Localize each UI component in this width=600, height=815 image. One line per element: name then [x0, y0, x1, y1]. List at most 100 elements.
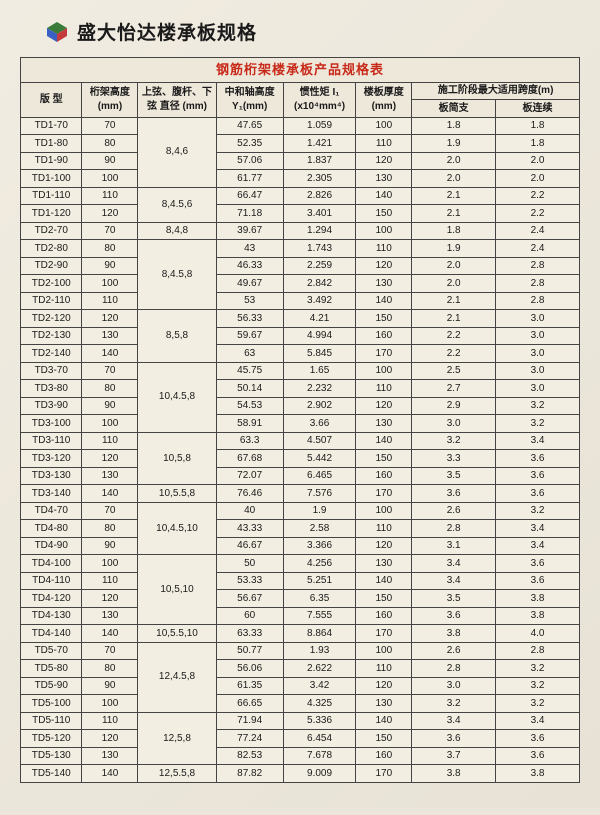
cell-i: 2.622	[283, 660, 356, 678]
cell-s1: 2.0	[412, 257, 496, 275]
cell-h: 140	[82, 485, 138, 503]
cell-i: 1.9	[283, 502, 356, 520]
cell-h: 80	[82, 660, 138, 678]
cell-h: 140	[82, 765, 138, 783]
cell-dia: 10,5,8	[138, 432, 216, 485]
cell-model: TD1-90	[21, 152, 82, 170]
cell-h: 70	[82, 117, 138, 135]
cell-y: 39.67	[216, 222, 283, 240]
table-row: TD5-12012077.246.4541503.63.6	[21, 730, 580, 748]
cell-y: 77.24	[216, 730, 283, 748]
table-row: TD1-808052.351.4211101.91.8	[21, 135, 580, 153]
cell-s2: 3.6	[496, 450, 580, 468]
cell-model: TD3-110	[21, 432, 82, 450]
cell-s1: 3.2	[412, 432, 496, 450]
cell-dia: 10,5,10	[138, 555, 216, 625]
cell-i: 2.58	[283, 520, 356, 538]
page: 盛大怡达楼承板规格 钢筋桁架楼承板产品规格表 版 型 桁架高度 (mm) 上弦、…	[0, 0, 600, 808]
cell-y: 61.35	[216, 677, 283, 695]
cell-y: 59.67	[216, 327, 283, 345]
cell-thk: 160	[356, 747, 412, 765]
table-row: TD4-909046.673.3661203.13.4	[21, 537, 580, 555]
cell-y: 43	[216, 240, 283, 258]
cell-s1: 3.4	[412, 712, 496, 730]
cell-s2: 3.4	[496, 432, 580, 450]
cell-s1: 3.0	[412, 415, 496, 433]
cell-s1: 1.9	[412, 240, 496, 258]
cell-s2: 4.0	[496, 625, 580, 643]
cell-s2: 2.4	[496, 222, 580, 240]
cell-y: 50.14	[216, 380, 283, 398]
th-slab-thk: 楼板厚度 (mm)	[356, 82, 412, 117]
cell-y: 53.33	[216, 572, 283, 590]
cell-s1: 1.8	[412, 222, 496, 240]
cell-model: TD5-70	[21, 642, 82, 660]
table-body: TD1-70708,4,647.651.0591001.81.8TD1-8080…	[21, 117, 580, 782]
cell-model: TD4-70	[21, 502, 82, 520]
cell-model: TD2-80	[21, 240, 82, 258]
table-row: TD4-14014010,5.5,1063.338.8641703.84.0	[21, 625, 580, 643]
cell-model: TD3-130	[21, 467, 82, 485]
cell-dia: 10,4.5,8	[138, 362, 216, 432]
cell-thk: 130	[356, 415, 412, 433]
cell-h: 120	[82, 730, 138, 748]
logo-icon	[45, 20, 69, 44]
cell-s2: 2.8	[496, 292, 580, 310]
cell-model: TD2-110	[21, 292, 82, 310]
cell-dia: 8,4,6	[138, 117, 216, 187]
cell-s2: 2.2	[496, 205, 580, 223]
cell-thk: 150	[356, 730, 412, 748]
cell-y: 57.06	[216, 152, 283, 170]
cell-thk: 130	[356, 275, 412, 293]
cell-h: 120	[82, 590, 138, 608]
table-caption: 钢筋桁架楼承板产品规格表	[21, 58, 580, 83]
table-row: TD3-13013072.076.4651603.53.6	[21, 467, 580, 485]
cell-h: 130	[82, 327, 138, 345]
cell-s2: 3.6	[496, 572, 580, 590]
cell-s2: 3.0	[496, 345, 580, 363]
cell-model: TD2-90	[21, 257, 82, 275]
cell-s1: 2.1	[412, 205, 496, 223]
cell-s1: 2.0	[412, 275, 496, 293]
cell-y: 46.67	[216, 537, 283, 555]
cell-model: TD4-110	[21, 572, 82, 590]
cell-i: 2.305	[283, 170, 356, 188]
cell-model: TD4-140	[21, 625, 82, 643]
cell-thk: 170	[356, 485, 412, 503]
cell-thk: 160	[356, 327, 412, 345]
cell-i: 7.678	[283, 747, 356, 765]
cell-i: 2.259	[283, 257, 356, 275]
cell-i: 2.232	[283, 380, 356, 398]
cell-y: 66.65	[216, 695, 283, 713]
cell-s1: 2.9	[412, 397, 496, 415]
cell-s1: 1.9	[412, 135, 496, 153]
cell-s2: 2.2	[496, 187, 580, 205]
cell-dia: 12,5.5,8	[138, 765, 216, 783]
cell-y: 49.67	[216, 275, 283, 293]
cell-h: 100	[82, 415, 138, 433]
cell-model: TD3-90	[21, 397, 82, 415]
table-row: TD5-11011012,5,871.945.3361403.43.4	[21, 712, 580, 730]
cell-y: 50	[216, 555, 283, 573]
cell-s2: 2.8	[496, 275, 580, 293]
cell-y: 54.53	[216, 397, 283, 415]
cell-y: 76.46	[216, 485, 283, 503]
cell-y: 56.67	[216, 590, 283, 608]
cell-i: 9.009	[283, 765, 356, 783]
cell-model: TD3-80	[21, 380, 82, 398]
cell-s2: 2.4	[496, 240, 580, 258]
cell-thk: 130	[356, 555, 412, 573]
cell-h: 70	[82, 642, 138, 660]
cell-s2: 3.8	[496, 765, 580, 783]
cell-model: TD2-120	[21, 310, 82, 328]
table-row: TD2-13013059.674.9941602.23.0	[21, 327, 580, 345]
cell-h: 100	[82, 695, 138, 713]
cell-s1: 2.2	[412, 345, 496, 363]
cell-thk: 110	[356, 660, 412, 678]
cell-model: TD2-130	[21, 327, 82, 345]
cell-i: 4.21	[283, 310, 356, 328]
cell-s2: 1.8	[496, 117, 580, 135]
cell-s1: 3.4	[412, 555, 496, 573]
cell-model: TD5-80	[21, 660, 82, 678]
cell-i: 4.507	[283, 432, 356, 450]
